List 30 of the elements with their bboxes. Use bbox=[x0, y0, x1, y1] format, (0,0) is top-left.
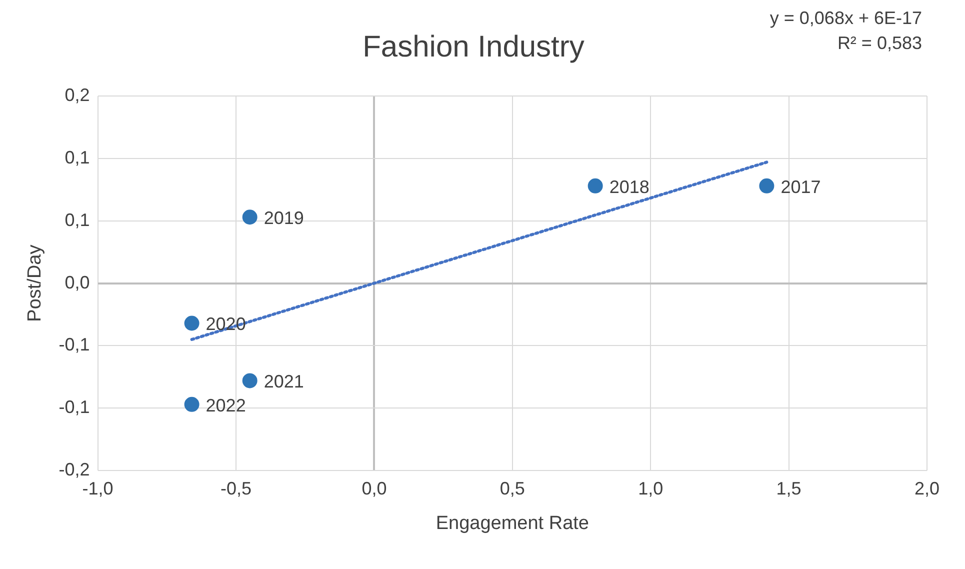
annotation: 2018 bbox=[609, 176, 650, 197]
y-tick-label: -0,2 bbox=[58, 460, 90, 480]
y-tick-label: 0,1 bbox=[64, 210, 90, 230]
text: R² = 0,583 bbox=[837, 32, 922, 53]
x-tick-label: -0,5 bbox=[220, 478, 252, 498]
y-tick-label: 0,0 bbox=[64, 272, 90, 292]
annotation: 2019 bbox=[264, 208, 304, 228]
y-tick-label: 0,2 bbox=[64, 84, 90, 105]
point bbox=[588, 178, 603, 194]
point bbox=[184, 316, 200, 331]
point bbox=[242, 210, 258, 225]
y-tick-label: 0,1 bbox=[64, 147, 90, 168]
point bbox=[184, 396, 200, 412]
y-axis-title: Post/Day bbox=[24, 244, 46, 322]
y-tick-label: -0,1 bbox=[58, 397, 90, 418]
x-tick-label: 0,5 bbox=[500, 478, 525, 498]
annotation: 2022 bbox=[206, 395, 246, 416]
text: y = 0,068x + 6E-17 bbox=[770, 8, 922, 28]
x-axis-title: Engagement Rate bbox=[436, 512, 589, 534]
x-tick-label: 1,5 bbox=[776, 478, 802, 498]
x-tick-label: 1,0 bbox=[638, 478, 664, 498]
y-tick-label: -0,1 bbox=[58, 334, 90, 355]
x-tick-label: 0,0 bbox=[362, 478, 387, 498]
x-tick-label: -1,0 bbox=[82, 478, 114, 498]
chart-title: Fashion Industry bbox=[362, 30, 584, 64]
point bbox=[242, 373, 258, 388]
annotation: 2021 bbox=[264, 372, 304, 392]
point bbox=[759, 178, 774, 194]
x-tick-label: 2,0 bbox=[914, 478, 940, 498]
annotation: 2017 bbox=[780, 176, 821, 197]
